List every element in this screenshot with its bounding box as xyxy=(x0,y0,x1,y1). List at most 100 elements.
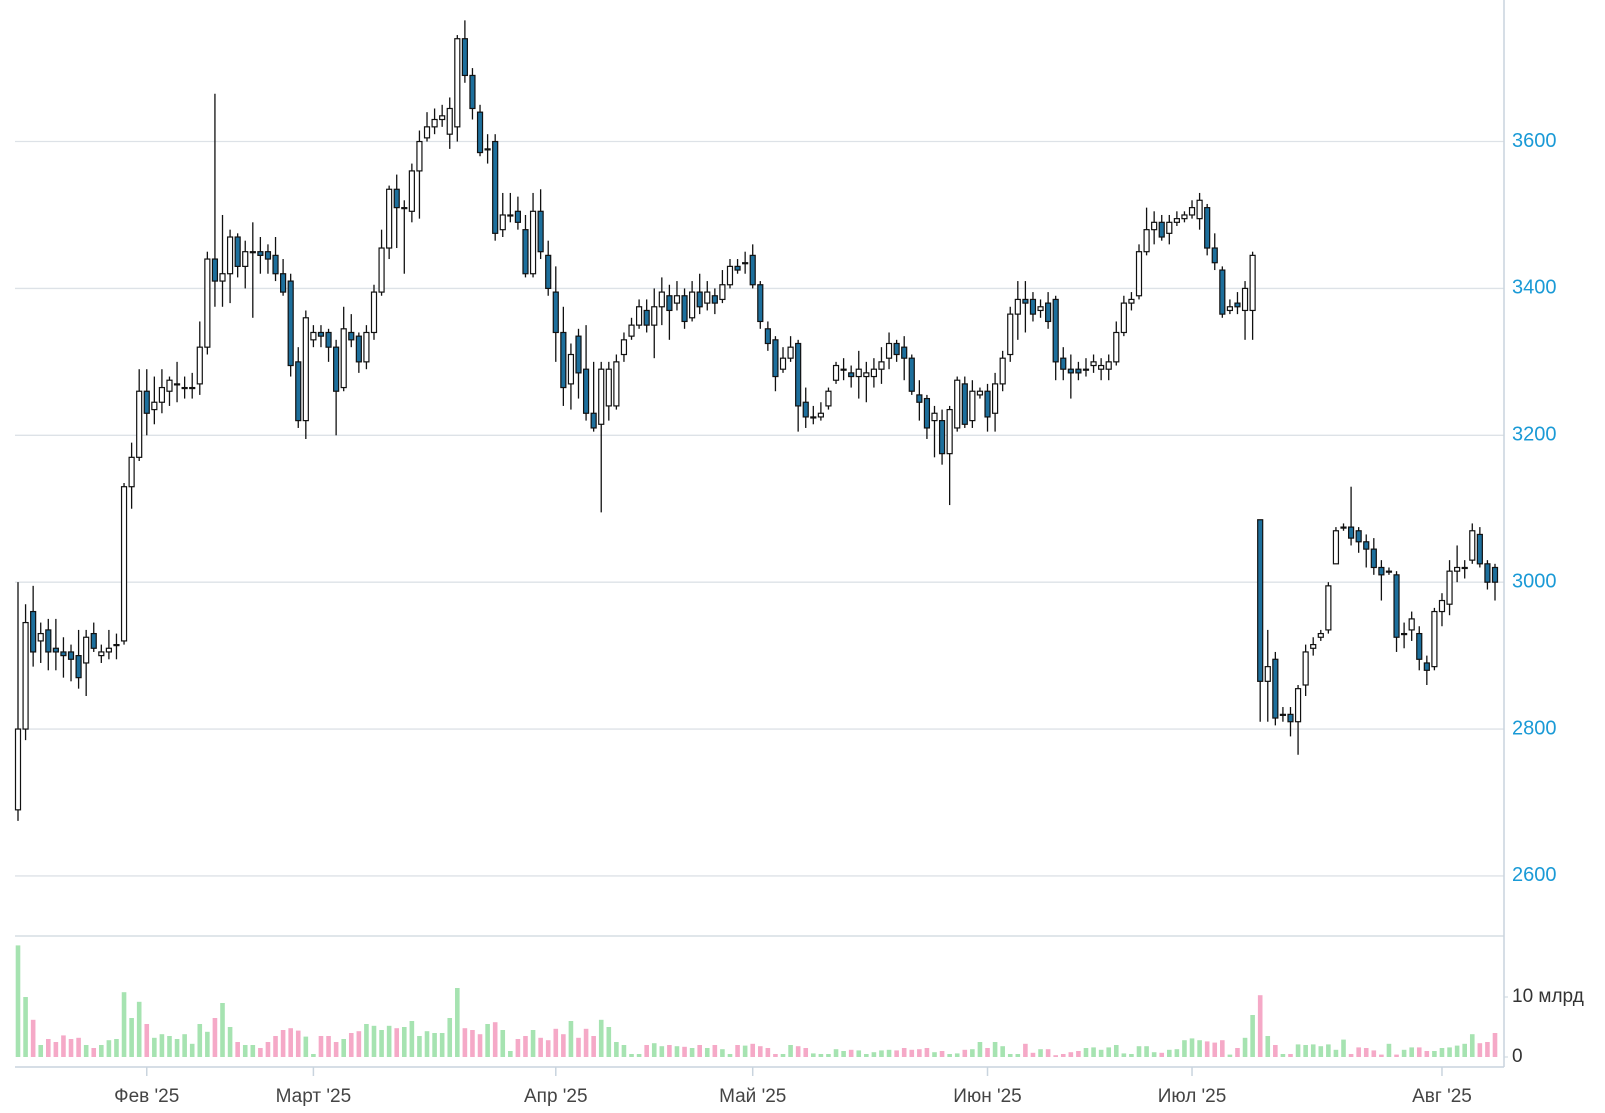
volume-bar xyxy=(1432,1051,1437,1057)
y-tick-label: 3400 xyxy=(1512,277,1557,299)
candle-body xyxy=(1317,632,1324,638)
volume-bar xyxy=(1053,1055,1058,1057)
candle-body xyxy=(923,397,931,429)
x-tick-label: Авг '25 xyxy=(1412,1086,1472,1107)
volume-bars xyxy=(15,945,1498,1057)
candle-body xyxy=(764,328,771,345)
candle-body xyxy=(1385,570,1393,573)
candle-body xyxy=(552,291,559,334)
candle-body xyxy=(938,420,946,455)
candle-body xyxy=(946,408,953,455)
candle-body xyxy=(295,361,302,422)
x-tick-label: Апр '25 xyxy=(524,1086,588,1107)
volume-bar xyxy=(833,1049,839,1057)
volume-bar xyxy=(129,1018,134,1057)
candle-body xyxy=(749,254,756,286)
candle-body xyxy=(628,324,635,337)
volume-bar xyxy=(1326,1044,1331,1057)
candle-body xyxy=(370,291,378,334)
volume-bar xyxy=(189,1043,195,1057)
candle-body xyxy=(226,236,234,275)
volume-bar xyxy=(1257,995,1263,1057)
candle-body xyxy=(885,342,893,359)
volume-bar xyxy=(1007,1054,1013,1057)
volume-bar xyxy=(871,1052,877,1057)
candle-body xyxy=(446,107,453,135)
candle-body xyxy=(757,284,764,323)
candle-body xyxy=(1423,662,1430,671)
volume-bar xyxy=(561,1034,566,1057)
volume-bar xyxy=(591,1036,596,1057)
candle-body xyxy=(1181,214,1188,220)
volume-bar xyxy=(750,1043,756,1057)
volume-bar xyxy=(651,1043,657,1057)
candle-body xyxy=(598,368,605,425)
candle-body xyxy=(317,331,325,337)
volume-bar xyxy=(765,1048,771,1057)
volume-bar xyxy=(545,1040,551,1057)
candle-body xyxy=(204,258,211,348)
candle-body xyxy=(772,339,779,378)
candle-body xyxy=(984,390,991,418)
candle-body xyxy=(931,412,938,422)
volume-bar xyxy=(83,1045,89,1057)
candle-body xyxy=(870,368,878,378)
candle-body xyxy=(22,621,29,730)
candle-body xyxy=(1158,221,1165,238)
candle-body xyxy=(128,456,135,488)
candle-body xyxy=(567,353,575,385)
candle-body xyxy=(825,390,832,407)
volume-tick-label: 0 xyxy=(1512,1046,1523,1067)
volume-bar xyxy=(273,1036,278,1057)
volume-bar xyxy=(576,1037,581,1057)
volume-bar xyxy=(773,1054,778,1057)
volume-bar xyxy=(318,1036,324,1057)
candle-body xyxy=(1007,313,1014,356)
volume-bar xyxy=(538,1037,543,1057)
volume-bar xyxy=(76,1037,81,1057)
volume-bar xyxy=(826,1054,831,1057)
candle-body xyxy=(1098,364,1105,370)
volume-bar xyxy=(841,1051,846,1057)
candle-body xyxy=(711,295,718,304)
candle-body xyxy=(817,412,824,418)
candle-body xyxy=(378,247,385,293)
candle-body xyxy=(158,386,166,403)
volume-bar xyxy=(1091,1047,1096,1057)
candle-body xyxy=(83,636,90,664)
y-tick-label: 3000 xyxy=(1512,570,1557,592)
volume-bar xyxy=(1363,1048,1369,1057)
candle-body xyxy=(302,317,309,422)
candle-body xyxy=(1355,530,1362,543)
candle-body xyxy=(105,647,112,653)
candle-body xyxy=(1461,566,1468,570)
volume-bar xyxy=(470,1030,475,1057)
volume-bar xyxy=(1386,1043,1392,1057)
candle-body xyxy=(1151,221,1158,231)
volume-bar xyxy=(356,1031,362,1057)
volume-bar xyxy=(962,1049,968,1057)
candle-body xyxy=(272,254,279,275)
candle-body xyxy=(386,188,393,249)
candle-body xyxy=(969,390,976,422)
volume-bar xyxy=(985,1048,990,1057)
volume-bar xyxy=(1273,1045,1278,1057)
volume-bar xyxy=(598,1019,604,1057)
volume-bar xyxy=(379,1030,384,1057)
candle-body xyxy=(325,331,332,348)
volume-bar xyxy=(455,988,460,1057)
volume-bar xyxy=(523,1036,528,1057)
volume-bar xyxy=(1038,1049,1043,1057)
candle-body xyxy=(1279,713,1287,716)
volume-bar xyxy=(682,1046,687,1057)
volume-bar xyxy=(720,1049,725,1057)
x-tick-label: Фев '25 xyxy=(114,1086,179,1107)
volume-bar xyxy=(1106,1047,1112,1057)
volume-bar xyxy=(1318,1046,1324,1057)
volume-bar xyxy=(1469,1034,1475,1057)
volume-bar xyxy=(1447,1047,1452,1057)
candle-body xyxy=(742,262,749,265)
candle-body xyxy=(454,38,461,128)
candle-body xyxy=(878,361,885,370)
volume-bar xyxy=(614,1042,619,1057)
